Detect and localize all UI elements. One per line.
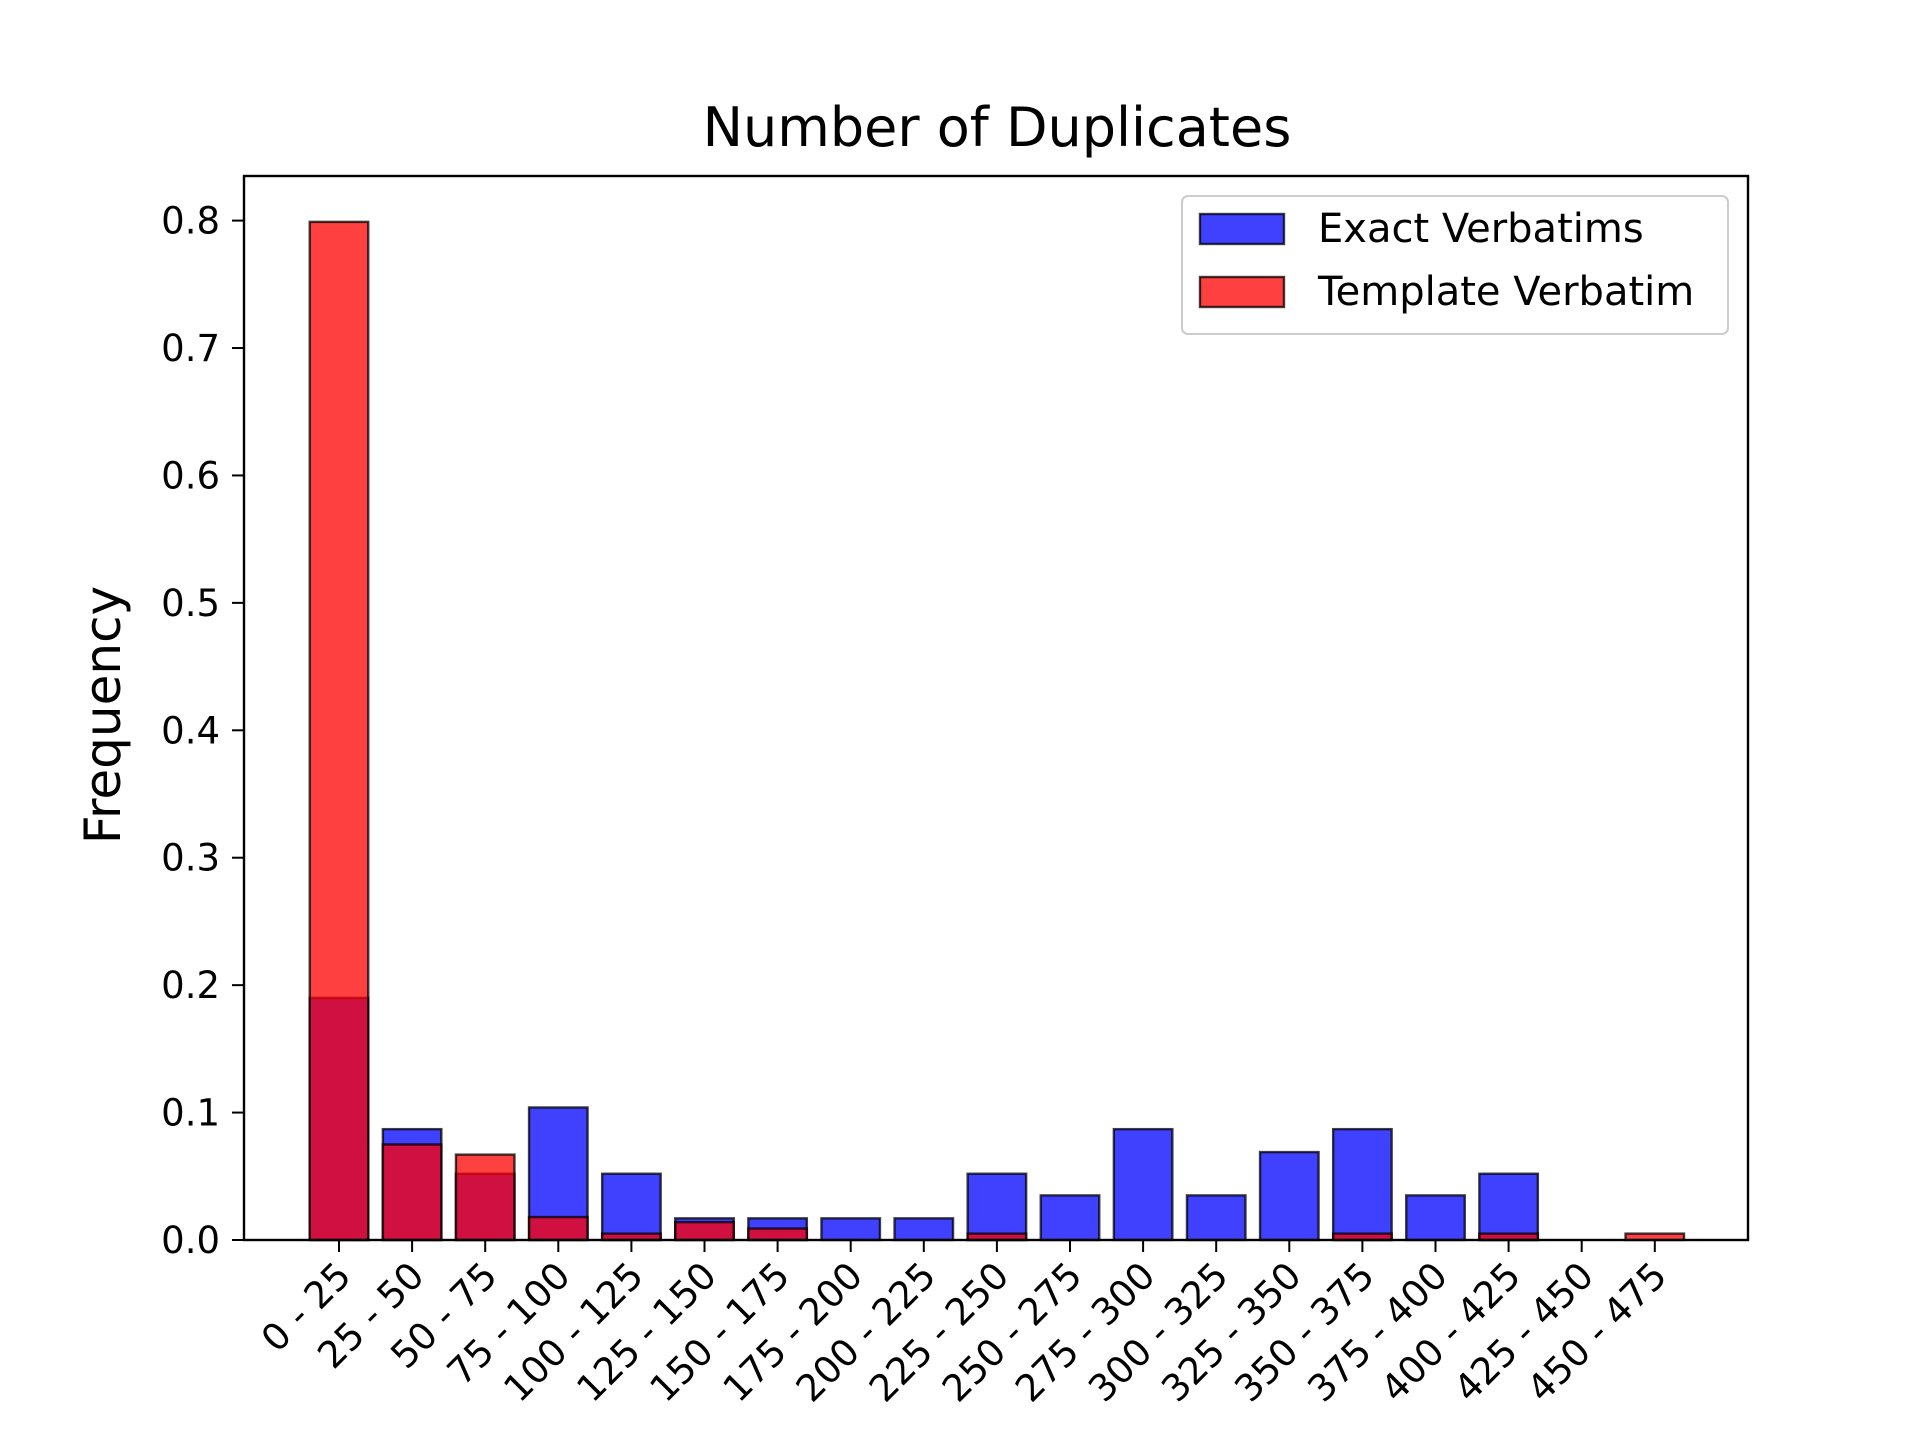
legend-label-template-verbatim: Template Verbatim — [1317, 269, 1694, 315]
bars-template-verbatim — [308, 220, 1686, 1242]
y-axis: 0.0 0.1 0.2 0.3 0.4 0.5 0.6 0.7 0.8 — [161, 200, 244, 1262]
y-tick-label-4: 0.4 — [161, 709, 220, 752]
legend-swatch-exact-verbatims — [1198, 212, 1286, 246]
y-tick-label-3: 0.3 — [161, 837, 220, 880]
bar-template-verbatim-2 — [454, 1153, 516, 1242]
y-tick-label-5: 0.5 — [161, 582, 220, 625]
y-axis-label: Frequency — [74, 586, 132, 844]
bar-exact-verbatims-16 — [1478, 1172, 1540, 1242]
y-tick-label-6: 0.6 — [161, 454, 220, 497]
y-tick-label-7: 0.7 — [161, 327, 220, 370]
y-tick-label-1: 0.1 — [161, 1092, 220, 1135]
y-tick-label-8: 0.8 — [161, 200, 220, 243]
bar-exact-verbatims-9 — [966, 1172, 1028, 1242]
bar-exact-verbatims-10 — [1039, 1194, 1101, 1242]
legend-label-exact-verbatims: Exact Verbatims — [1318, 206, 1644, 252]
bar-exact-verbatims-4 — [600, 1172, 662, 1242]
bar-exact-verbatims-8 — [893, 1217, 955, 1242]
chart-title: Number of Duplicates — [703, 96, 1292, 159]
bar-template-verbatim-5 — [674, 1220, 735, 1242]
y-tick-label-0: 0.0 — [161, 1219, 220, 1262]
bar-exact-verbatims-14 — [1331, 1127, 1393, 1242]
y-tick-label-2: 0.2 — [161, 964, 220, 1007]
bar-exact-verbatims-12 — [1185, 1194, 1247, 1242]
legend-swatch-template-verbatim — [1198, 275, 1286, 309]
bar-exact-verbatims-15 — [1405, 1194, 1466, 1242]
legend: Exact Verbatims Template Verbatim — [1181, 195, 1729, 335]
bar-exact-verbatims-13 — [1258, 1150, 1320, 1242]
legend-box — [1181, 195, 1729, 335]
bar-exact-verbatims-11 — [1112, 1127, 1174, 1242]
plot-frame — [242, 174, 1750, 1242]
bar-template-verbatim-1 — [381, 1143, 443, 1242]
bar-template-verbatim-0 — [308, 220, 370, 1242]
bar-exact-verbatims-7 — [820, 1217, 882, 1242]
bar-template-verbatim-3 — [527, 1215, 589, 1242]
bar-template-verbatim-6 — [747, 1227, 809, 1242]
